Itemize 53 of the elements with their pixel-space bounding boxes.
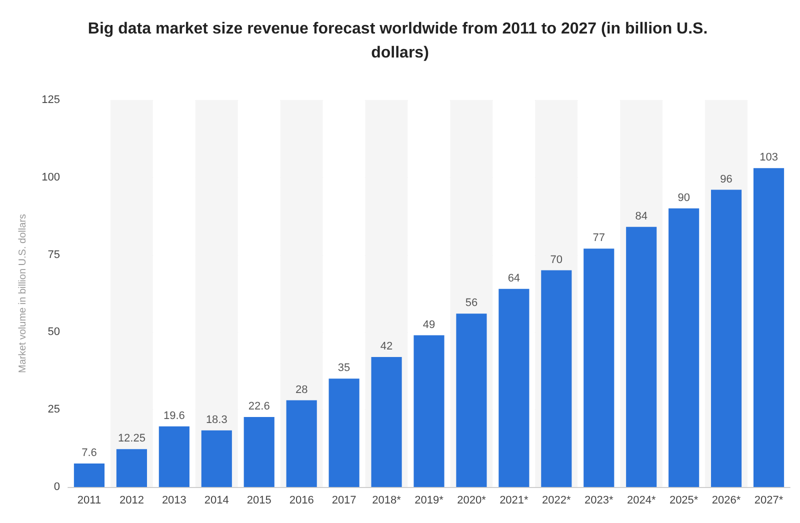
x-tick-label: 2011 (77, 494, 102, 506)
x-tick-label: 2017 (332, 494, 356, 506)
bar (116, 449, 147, 487)
x-tick-label: 2013 (162, 494, 186, 506)
y-tick-label: 100 (42, 171, 60, 184)
data-label: 64 (508, 272, 520, 284)
data-label: 12.25 (118, 432, 146, 445)
y-tick-label: 75 (48, 248, 60, 261)
x-tick-label: 2024* (626, 494, 656, 506)
x-tick-label: 2016 (289, 494, 314, 506)
bar (201, 430, 232, 487)
data-label: 90 (678, 192, 690, 204)
y-tick-label: 25 (48, 404, 60, 416)
data-label: 19.6 (163, 410, 185, 422)
bar (286, 400, 317, 487)
y-tick-label: 0 (54, 481, 60, 493)
x-tick-label: 2022* (542, 494, 572, 506)
x-tick-label: 2014 (204, 494, 229, 506)
bar (74, 463, 105, 487)
data-label: 49 (422, 318, 436, 331)
data-label: 96 (720, 173, 732, 186)
x-tick-label: 2021* (500, 494, 530, 506)
y-tick-label: 125 (42, 94, 60, 106)
x-tick-label: 2019* (414, 494, 444, 506)
data-label: 7.6 (82, 446, 97, 459)
chart-title: Big data market size revenue forecast worldwide from 2011 to 2027 (in billion U.S. dollars) (88, 20, 712, 62)
y-tick-label: 50 (48, 326, 60, 338)
data-label: 84 (635, 210, 648, 222)
data-label: 56 (465, 297, 478, 310)
data-label: 103 (760, 152, 778, 164)
bar (244, 417, 274, 487)
data-label: 42 (380, 340, 393, 352)
x-tick-label: 2025* (669, 494, 699, 506)
x-tick-label: 2027* (754, 494, 784, 506)
x-tick-label: 2018* (372, 494, 402, 506)
bar (626, 226, 657, 487)
data-label: 18.3 (206, 414, 228, 426)
data-label: 22.6 (248, 400, 270, 413)
x-tick-label: 2020* (457, 494, 487, 506)
bar (711, 190, 742, 487)
x-tick-label: 2023* (584, 494, 614, 506)
y-axis-title: Market volume in billion U.S. dollars (18, 214, 28, 373)
bar (158, 426, 190, 487)
x-tick-label: 2012 (119, 494, 144, 506)
x-tick-label: 2015 (246, 494, 272, 506)
data-label: 28 (295, 384, 308, 396)
x-tick-label: 2026* (712, 494, 742, 506)
data-label: 77 (592, 232, 606, 244)
bar (371, 356, 402, 487)
bar (541, 270, 572, 487)
data-label: 70 (550, 254, 563, 266)
data-label: 35 (338, 362, 350, 374)
bar (456, 314, 487, 487)
